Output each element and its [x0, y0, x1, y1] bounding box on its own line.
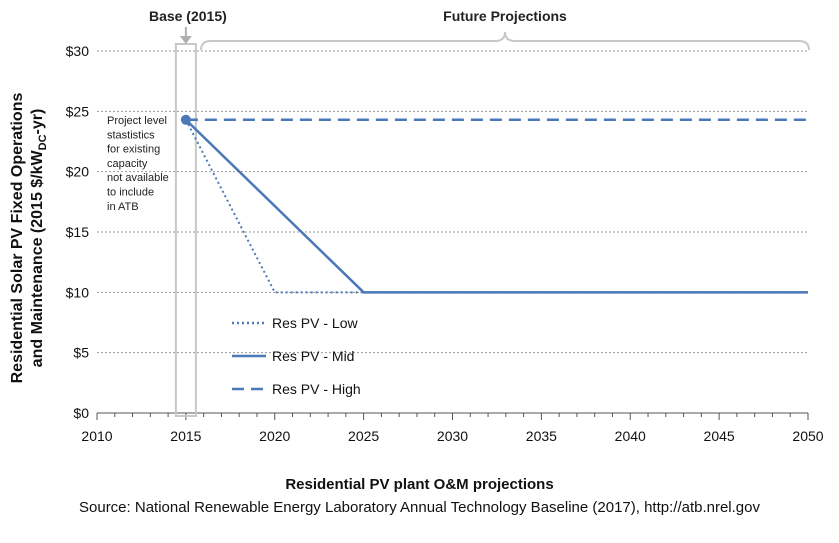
base-point-marker [180, 114, 191, 125]
y-axis-label-line1: Residential Solar PV Fixed Operations [9, 93, 26, 384]
axes: $0 $5 $10 $15 $20 $25 $30 2010 2015 2020 2025 2030 2… [66, 43, 824, 444]
base-year-box [174, 43, 197, 417]
series-line-solid [185, 118, 808, 294]
y-axis-label-line2: and Maintenance (2015 $/kWDC-yr) [29, 109, 49, 368]
y-tick-label: $20 [66, 164, 90, 180]
series-line-dotted [184, 119, 808, 294]
base-label: Base (2015) [149, 8, 227, 24]
legend-label: Res PV - High [272, 381, 361, 397]
chart-title: Residential PV plant O&M projections [285, 476, 554, 493]
y-tick-label: $5 [73, 345, 89, 361]
x-tick-label: 2035 [526, 428, 557, 444]
annotations: Base (2015) Future Projections Project l… [107, 8, 810, 417]
future-label: Future Projections [443, 8, 567, 24]
x-tick-label: 2050 [792, 428, 823, 444]
x-tick-label: 2045 [704, 428, 735, 444]
x-tick-label: 2025 [348, 428, 379, 444]
legend: Res PV - Low Res PV - Mid Res PV - High [232, 315, 361, 397]
note-line: not available [107, 172, 169, 184]
future-brace [200, 31, 810, 51]
note-line: Project level [107, 115, 167, 127]
y-tick-label: $10 [66, 284, 90, 300]
y-tick-label: $30 [66, 43, 90, 59]
legend-label: Res PV - Mid [272, 348, 354, 364]
legend-label: Res PV - Low [272, 315, 358, 331]
x-tick-label: 2015 [170, 428, 201, 444]
note-line: in ATB [107, 201, 139, 213]
note-line: for existing [107, 144, 160, 156]
note-text: Project level stastistics for existing capa… [107, 115, 169, 213]
x-tick-label: 2040 [615, 428, 646, 444]
note-line: capacity [107, 158, 148, 170]
x-tick-label: 2030 [437, 428, 468, 444]
series-lines [180, 114, 808, 294]
y-tick-label: $0 [73, 405, 89, 421]
y-axis-label: Residential Solar PV Fixed Operations an… [9, 93, 49, 384]
chart-source: Source: National Renewable Energy Labora… [79, 499, 760, 516]
note-line: to include [107, 187, 154, 199]
y-tick-label: $15 [66, 224, 90, 240]
x-tick-label: 2010 [81, 428, 112, 444]
grid [97, 50, 808, 354]
x-tick-label: 2020 [259, 428, 290, 444]
y-tick-label: $25 [66, 103, 90, 119]
base-arrow-head [179, 36, 192, 44]
note-line: stastistics [107, 129, 155, 141]
